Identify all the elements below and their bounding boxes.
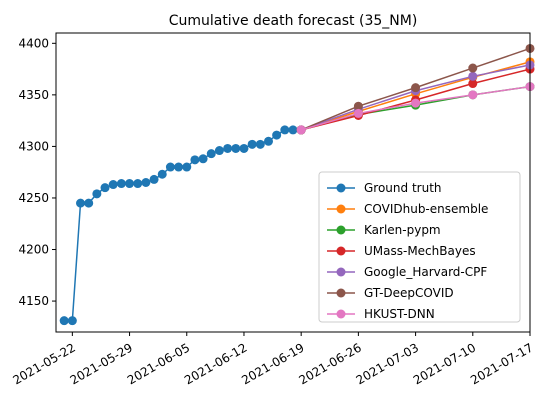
legend-marker xyxy=(336,246,346,256)
data-point xyxy=(353,101,363,111)
data-point xyxy=(182,162,192,172)
legend-label: Ground truth xyxy=(364,181,442,195)
data-point xyxy=(272,130,282,140)
data-point xyxy=(206,149,216,159)
legend-marker xyxy=(336,183,346,193)
legend: Ground truth COVIDhub-ensemble Karlen-pypm… xyxy=(318,171,521,323)
legend-entry: GT-DeepCOVID xyxy=(327,286,454,300)
legend-label: UMass-MechBayes xyxy=(364,244,476,258)
y-tick-label: 4150 xyxy=(18,294,49,308)
data-point xyxy=(92,189,102,199)
plot-frame xyxy=(55,32,531,333)
data-point xyxy=(411,83,421,93)
legend-marker xyxy=(336,309,346,319)
x-tick-label: 2021-06-12 xyxy=(182,340,249,387)
data-point xyxy=(84,198,94,208)
legend-entry: HKUST-DNN xyxy=(327,307,435,321)
legend-marker xyxy=(336,204,346,214)
data-point xyxy=(280,125,290,135)
legend-entry: UMass-MechBayes xyxy=(327,244,476,258)
data-point xyxy=(468,90,478,100)
data-point xyxy=(411,98,421,108)
data-point xyxy=(468,79,478,89)
legend-marker xyxy=(336,288,346,298)
legend-marker xyxy=(336,267,346,277)
data-point xyxy=(353,108,363,118)
data-point xyxy=(174,162,184,172)
x-tick-label: 2021-06-26 xyxy=(296,340,363,387)
data-point xyxy=(67,316,77,326)
data-point xyxy=(239,143,249,153)
data-point xyxy=(190,155,200,165)
data-point xyxy=(223,143,233,153)
data-point xyxy=(149,174,159,184)
plot-area xyxy=(59,43,535,326)
legend-entry: COVIDhub-ensemble xyxy=(327,202,488,216)
data-point xyxy=(231,143,241,153)
x-tick-label: 2021-07-17 xyxy=(468,340,535,387)
data-point xyxy=(247,139,257,149)
data-point xyxy=(76,198,86,208)
data-point xyxy=(468,71,478,81)
data-point xyxy=(468,63,478,73)
data-point xyxy=(255,139,265,149)
legend-entry: Google_Harvard-CPF xyxy=(327,265,487,279)
data-point xyxy=(288,125,298,135)
data-point xyxy=(165,162,175,172)
legend-label: GT-DeepCOVID xyxy=(364,286,454,300)
y-tick-label: 4300 xyxy=(18,139,49,153)
legend-entry: Ground truth xyxy=(327,181,442,195)
legend-marker xyxy=(336,225,346,235)
chart-title: Cumulative death forecast (35_NM) xyxy=(169,13,418,29)
x-tick-label: 2021-06-19 xyxy=(239,340,306,387)
x-tick-label: 2021-07-03 xyxy=(354,340,421,387)
data-point xyxy=(108,180,118,190)
data-point xyxy=(157,169,167,179)
y-tick-label: 4250 xyxy=(18,191,49,205)
y-tick-label: 4350 xyxy=(18,88,49,102)
data-point xyxy=(198,154,208,164)
legend-label: Google_Harvard-CPF xyxy=(364,265,487,279)
data-point xyxy=(263,136,273,146)
data-point xyxy=(125,179,135,189)
data-point xyxy=(59,316,69,326)
series-line-0 xyxy=(64,129,302,322)
data-point xyxy=(100,183,110,193)
legend-box xyxy=(318,171,521,323)
data-point xyxy=(116,179,126,189)
data-point xyxy=(296,125,306,135)
x-tick-label: 2021-06-05 xyxy=(125,340,192,387)
legend-label: COVIDhub-ensemble xyxy=(364,202,488,216)
x-tick-label: 2021-05-22 xyxy=(10,340,77,387)
y-tick-label: 4200 xyxy=(18,243,49,257)
data-point xyxy=(133,179,143,189)
x-tick-label: 2021-07-10 xyxy=(411,340,478,387)
data-point xyxy=(141,178,151,187)
y-tick-label: 4400 xyxy=(18,36,49,50)
x-tick-label: 2021-05-29 xyxy=(68,340,135,387)
data-point xyxy=(214,146,224,156)
legend-label: Karlen-pypm xyxy=(364,223,441,237)
legend-entry: Karlen-pypm xyxy=(327,223,441,237)
legend-label: HKUST-DNN xyxy=(364,307,435,321)
